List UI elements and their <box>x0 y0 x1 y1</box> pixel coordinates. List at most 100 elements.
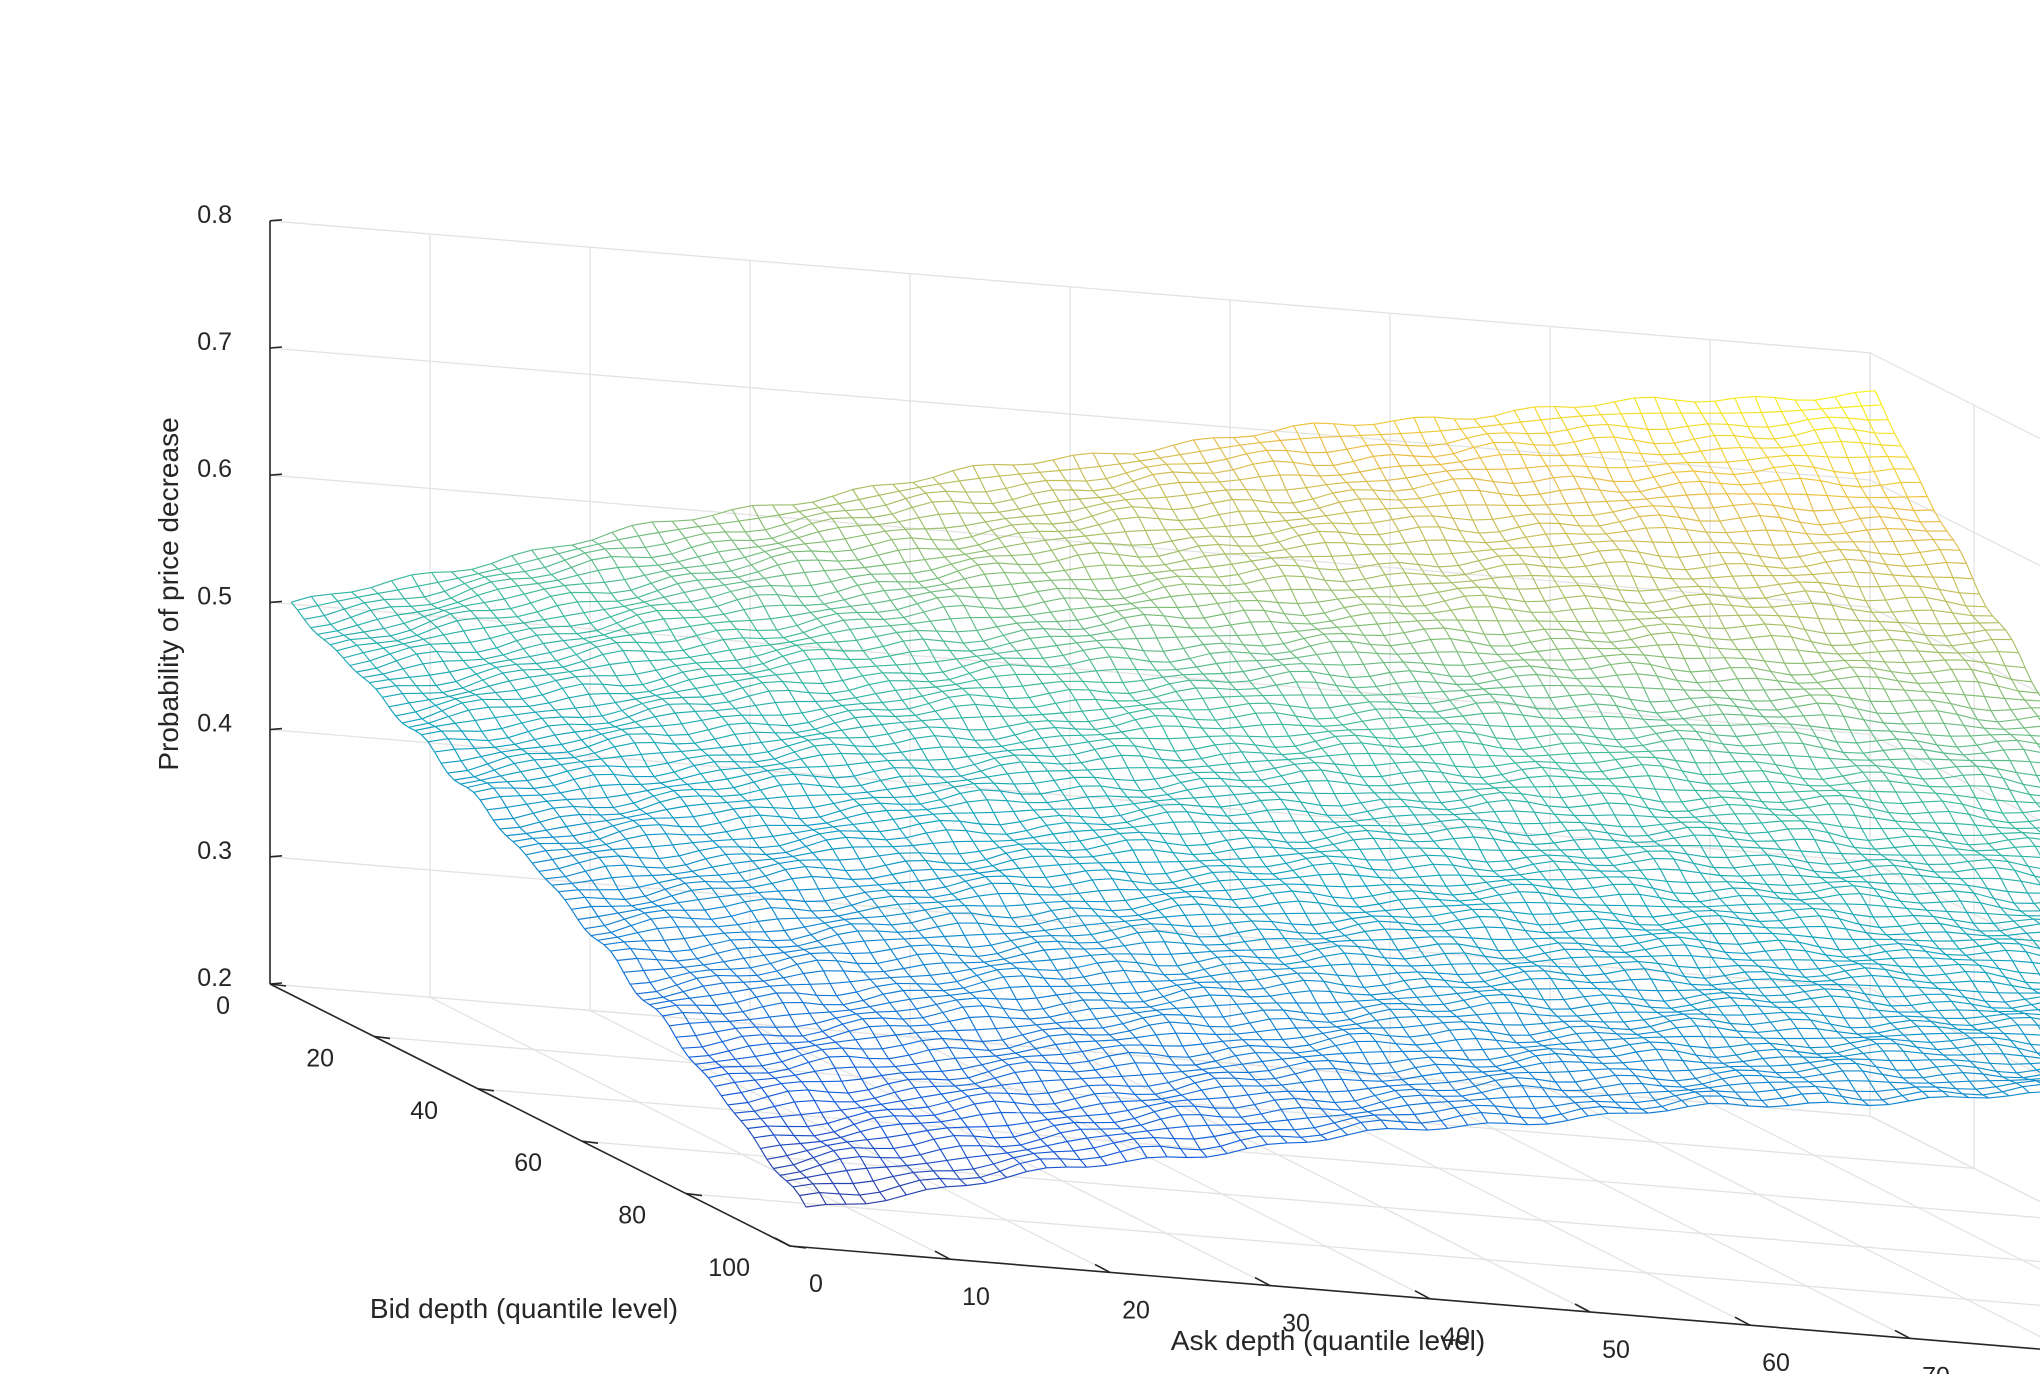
mesh-line <box>892 506 913 515</box>
mesh-line <box>947 1101 955 1111</box>
mesh-line <box>738 517 759 522</box>
mesh-line <box>761 739 782 743</box>
mesh-line <box>1053 1151 1061 1160</box>
mesh-line <box>804 926 812 936</box>
mesh-line <box>350 609 372 618</box>
mesh-line <box>1020 1138 1041 1146</box>
mesh-line <box>747 1102 755 1112</box>
mesh-line <box>619 808 641 815</box>
mesh-line <box>499 826 520 830</box>
mesh-line <box>1276 1002 1284 1011</box>
mesh-line <box>494 743 515 748</box>
mesh-line <box>1059 842 1067 852</box>
mesh-line <box>910 591 931 597</box>
mesh-line <box>1178 887 1186 893</box>
mesh-line <box>631 556 639 567</box>
mesh-line <box>936 630 957 633</box>
mesh-line <box>878 855 887 866</box>
mesh-line <box>794 1100 815 1103</box>
mesh-line <box>477 594 485 603</box>
mesh-line <box>1019 843 1027 850</box>
mesh-line <box>999 821 1021 826</box>
mesh-line <box>1153 1111 1162 1120</box>
mesh-line <box>1000 764 1008 775</box>
mesh-line <box>1220 1145 1228 1154</box>
mesh-line <box>522 694 543 700</box>
mesh-line <box>1061 735 1069 746</box>
mesh-line <box>1314 1099 1335 1104</box>
mesh-line <box>790 952 811 959</box>
mesh-line <box>965 863 973 871</box>
mesh-line <box>1276 1027 1297 1030</box>
mesh-line <box>794 745 815 753</box>
mesh-line <box>1158 889 1166 895</box>
mesh-line <box>655 669 664 680</box>
mesh-line <box>857 930 865 942</box>
mesh-line <box>969 1015 990 1019</box>
mesh-line <box>624 912 645 920</box>
mesh-line <box>1027 1118 1048 1124</box>
mesh-line <box>629 660 650 663</box>
mesh-line <box>858 885 866 893</box>
mesh-line <box>1100 785 1121 790</box>
mesh-line <box>649 982 658 992</box>
mesh-line <box>629 983 638 995</box>
mesh-line <box>1192 871 1213 878</box>
mesh-line <box>680 795 701 798</box>
mesh-line <box>637 932 645 942</box>
mesh-line <box>809 632 831 639</box>
mesh-line <box>793 1135 801 1144</box>
mesh-line <box>1087 795 1108 798</box>
mesh-line <box>844 917 865 921</box>
mesh-line <box>643 968 664 972</box>
mesh-line <box>1180 1148 1201 1151</box>
mesh-line <box>736 974 757 977</box>
mesh-line <box>966 799 988 803</box>
mesh-line <box>993 782 1015 785</box>
mesh-line <box>1269 1018 1277 1030</box>
mesh-line <box>939 799 948 807</box>
mesh-line <box>1032 885 1053 888</box>
grid-line <box>1869 1115 2040 1203</box>
mesh-line <box>610 948 631 952</box>
mesh-line <box>748 722 769 726</box>
mesh-line <box>956 595 965 606</box>
mesh-line <box>1093 828 1114 831</box>
mesh-line <box>734 734 742 746</box>
mesh-line <box>517 585 525 595</box>
mesh-line <box>778 514 786 525</box>
mesh-line <box>903 611 924 618</box>
mesh-line <box>522 668 543 671</box>
mesh-line <box>959 820 980 825</box>
mesh-line <box>961 1068 969 1079</box>
mesh-line <box>888 708 909 711</box>
mesh-line <box>844 919 852 925</box>
mesh-line <box>831 909 839 917</box>
mesh-line <box>650 603 671 607</box>
mesh-line <box>787 1090 795 1103</box>
mesh-line <box>1010 961 1031 964</box>
mesh-line <box>611 877 620 890</box>
mesh-line <box>781 739 789 747</box>
mesh-line <box>1228 1094 1249 1098</box>
mesh-line <box>949 650 957 660</box>
mesh-line <box>937 926 945 937</box>
mesh-line <box>1034 754 1055 758</box>
mesh-line <box>979 789 988 801</box>
mesh-line <box>987 1124 1008 1128</box>
mesh-line <box>1192 876 1200 885</box>
mesh-line <box>891 572 912 575</box>
mesh-line <box>814 1070 822 1082</box>
mesh-line <box>1237 955 1245 963</box>
mesh-line <box>897 581 905 590</box>
mesh-line <box>907 1129 928 1135</box>
mesh-line <box>1087 1115 1095 1124</box>
mesh-line <box>1115 1037 1136 1041</box>
mesh-line <box>749 644 770 648</box>
mesh-line <box>815 1022 823 1032</box>
mesh-line <box>466 787 475 793</box>
mesh-line <box>1138 909 1159 916</box>
mesh-line <box>603 605 625 611</box>
mesh-line <box>947 755 968 760</box>
mesh-line <box>1283 979 1304 985</box>
